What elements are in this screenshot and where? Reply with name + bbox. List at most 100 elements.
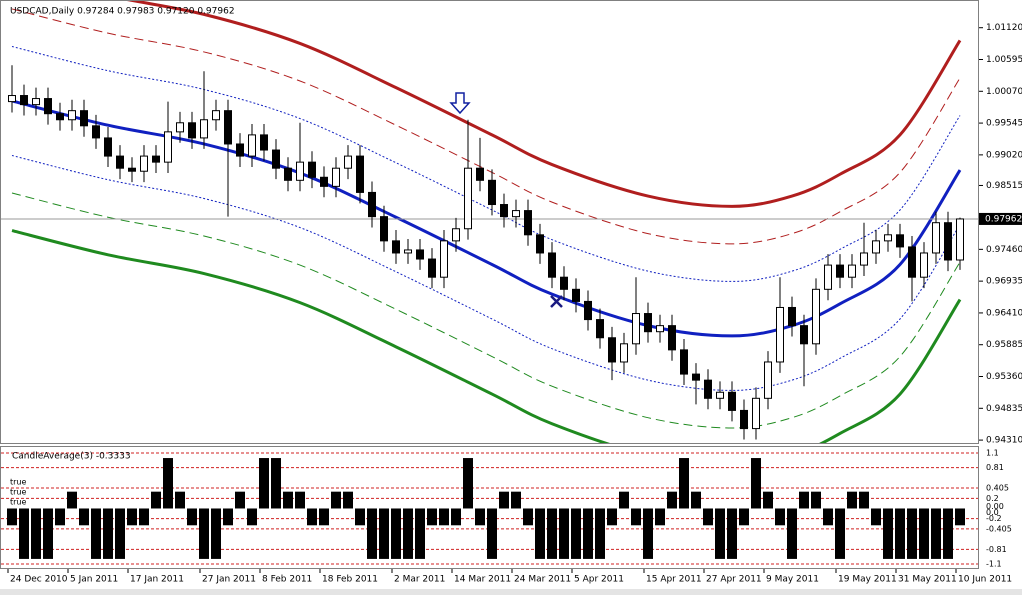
histogram-bar bbox=[583, 508, 593, 559]
histogram-bar bbox=[115, 508, 125, 559]
main-plot bbox=[1, 1, 978, 443]
candle-body bbox=[920, 252, 928, 278]
histogram-bar bbox=[403, 508, 413, 559]
histogram-bar bbox=[847, 491, 857, 509]
y-tick-label: 0.96410 bbox=[986, 308, 1022, 318]
histogram-bar bbox=[727, 508, 737, 559]
x-tick-label: 27 Jan 2011 bbox=[202, 575, 256, 585]
histogram-bar bbox=[955, 508, 965, 526]
histogram-bar bbox=[751, 458, 761, 509]
candle-body bbox=[500, 204, 508, 218]
histogram-bar bbox=[631, 508, 641, 526]
histogram-bar bbox=[415, 508, 425, 559]
candle-body bbox=[272, 149, 280, 169]
y-tick-label: 0.98515 bbox=[986, 181, 1022, 191]
histogram-bar bbox=[535, 508, 545, 559]
candle-body bbox=[848, 264, 856, 278]
histogram-bar bbox=[307, 508, 317, 526]
candle-body bbox=[560, 276, 568, 290]
candle-body bbox=[728, 391, 736, 411]
candle-body bbox=[512, 210, 520, 218]
candle-body bbox=[704, 379, 712, 399]
indicator-line bbox=[11, 229, 962, 443]
y-tick-label: 0.94835 bbox=[986, 404, 1022, 414]
candle-body bbox=[836, 264, 844, 278]
candle-body bbox=[368, 191, 376, 218]
candle-body bbox=[608, 337, 616, 363]
histogram-bar bbox=[151, 491, 161, 509]
y-tick-label: 0.95360 bbox=[986, 372, 1022, 382]
histogram-bar bbox=[331, 491, 341, 509]
candle-body bbox=[296, 161, 304, 181]
y-tick-label: -0.81 bbox=[986, 545, 1007, 554]
x-tick-label: 24 Mar 2011 bbox=[514, 575, 571, 585]
histogram-bar bbox=[859, 491, 869, 509]
histogram-bar bbox=[823, 508, 833, 526]
candle-body bbox=[872, 240, 880, 254]
histogram-bar bbox=[91, 508, 101, 559]
candle-body bbox=[140, 155, 148, 172]
histogram-bar bbox=[319, 508, 329, 526]
candle-body bbox=[860, 252, 868, 266]
candle-body bbox=[236, 143, 244, 157]
x-tick-label: 17 Jan 2011 bbox=[130, 575, 184, 585]
indicator-line bbox=[11, 8, 961, 245]
y-tick-label: 1.01120 bbox=[986, 23, 1022, 33]
y-tick-label: 1.1 bbox=[986, 449, 999, 458]
candle-body bbox=[152, 155, 160, 163]
indicator-line bbox=[11, 192, 961, 429]
histogram-bar bbox=[643, 508, 653, 559]
bid-box bbox=[979, 212, 1022, 225]
histogram-bar bbox=[835, 508, 845, 559]
candle-body bbox=[536, 234, 544, 254]
main-pane-border bbox=[0, 0, 979, 444]
histogram-bar bbox=[931, 508, 941, 559]
indicator-line bbox=[126, 1, 962, 208]
histogram-bar bbox=[787, 508, 797, 559]
candle-body bbox=[752, 397, 760, 430]
candle-body bbox=[356, 155, 364, 193]
candle-body bbox=[776, 306, 784, 363]
candle-body bbox=[248, 134, 256, 157]
candle-body bbox=[80, 110, 88, 127]
x-tick-label: 19 May 2011 bbox=[838, 575, 897, 585]
histogram-bar bbox=[139, 508, 149, 526]
histogram-bar bbox=[715, 508, 725, 559]
tab-strip bbox=[0, 589, 1022, 595]
y-tick-label: 0.96935 bbox=[986, 277, 1022, 287]
histogram-bar bbox=[763, 491, 773, 509]
candle-body bbox=[128, 167, 136, 172]
signal-cross bbox=[550, 295, 563, 308]
candle-body bbox=[656, 325, 664, 333]
candle-body bbox=[428, 258, 436, 278]
histogram-bar bbox=[511, 491, 521, 509]
axes: 1.01120 1.00595 1.00070 0.99545 0.99020 0.985… bbox=[7, 23, 1022, 585]
candle-body bbox=[884, 234, 892, 242]
y-tick-label: 1.00595 bbox=[986, 55, 1022, 65]
candle-body bbox=[740, 409, 748, 430]
histogram-bar bbox=[175, 491, 185, 509]
signal-arrow bbox=[449, 92, 471, 115]
chart-title: USDCAD,Daily 0.97284 0.97983 0.97120 0.9… bbox=[10, 7, 235, 17]
x-tick-label: 15 Apr 2011 bbox=[646, 575, 702, 585]
candle-body bbox=[104, 137, 112, 157]
candle-body bbox=[440, 240, 448, 278]
y-tick-label: 0.94310 bbox=[986, 436, 1022, 446]
histogram-bar bbox=[379, 508, 389, 559]
candle-body bbox=[944, 222, 952, 261]
candle-body bbox=[332, 167, 340, 187]
histogram-bar bbox=[559, 508, 569, 559]
candle-body bbox=[824, 264, 832, 290]
histogram-bar bbox=[691, 491, 701, 509]
candle-body bbox=[32, 98, 40, 106]
candle-body bbox=[584, 300, 592, 321]
candle-body bbox=[716, 391, 724, 399]
candle-body bbox=[20, 95, 28, 106]
histogram-bar bbox=[427, 508, 437, 526]
candle-body bbox=[92, 125, 100, 139]
x-tick-label: 27 Apr 2011 bbox=[706, 575, 762, 585]
histogram-bar bbox=[595, 508, 605, 559]
candle-body bbox=[596, 319, 604, 339]
histogram-bar bbox=[607, 508, 617, 526]
candle-body bbox=[632, 313, 640, 345]
